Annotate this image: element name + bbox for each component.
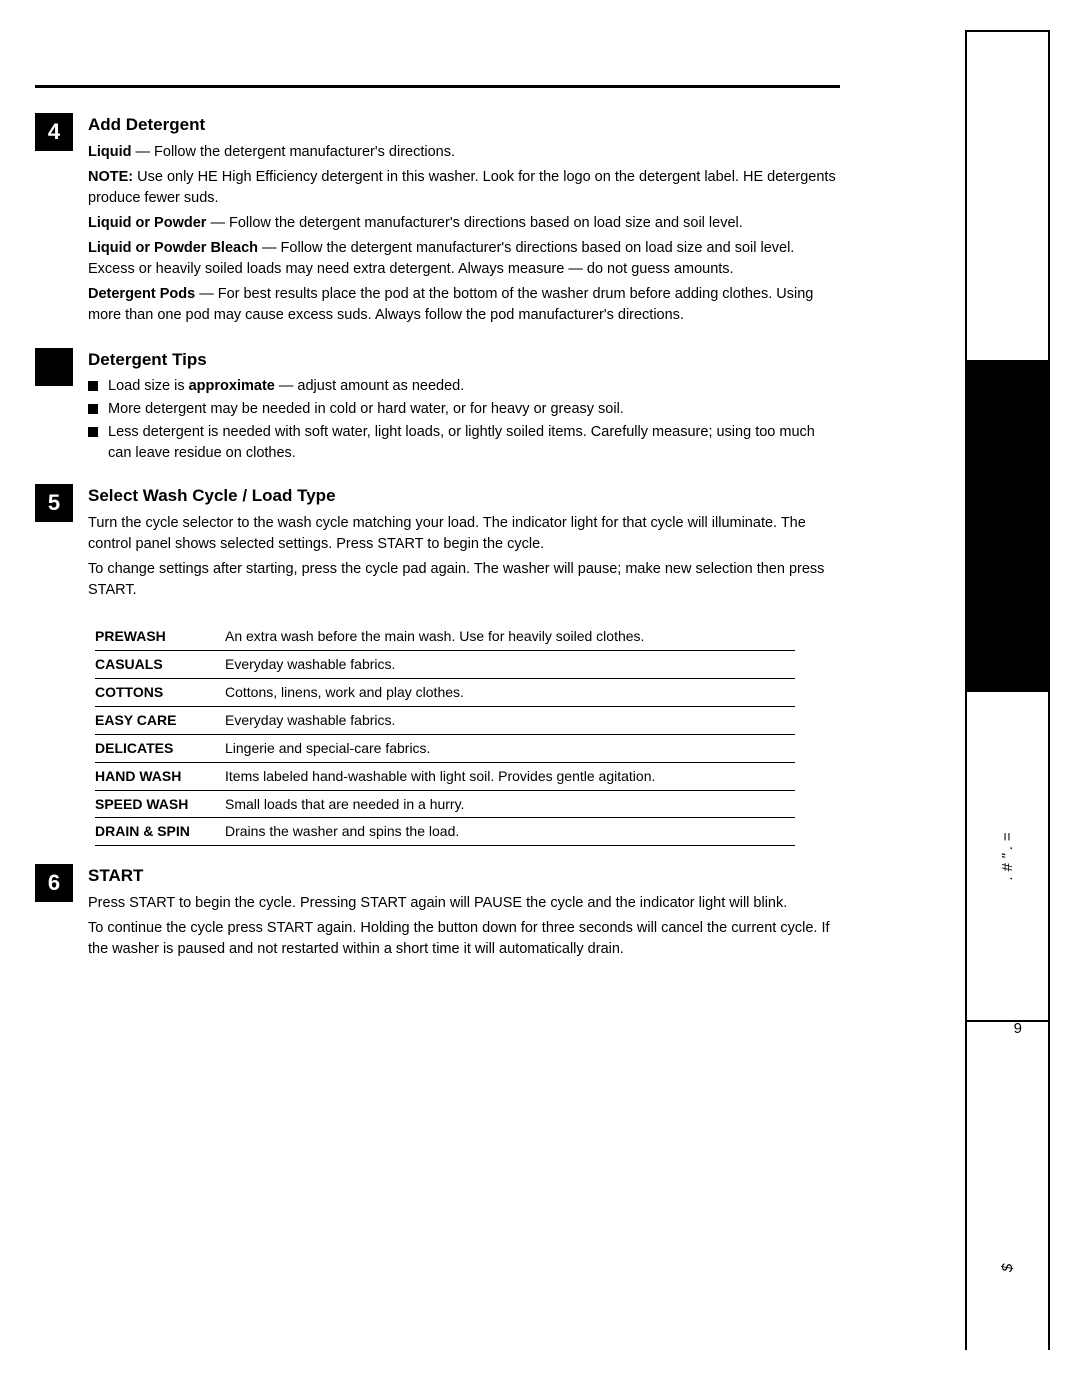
sidebar-tab-4: $	[967, 1186, 1048, 1350]
bullet-row: Load size is approximate — adjust amount…	[88, 376, 840, 397]
bullet-text: More detergent may be needed in cold or …	[108, 399, 624, 420]
cycle-row: CASUALSEveryday washable fabrics.	[95, 651, 795, 679]
top-rule	[35, 85, 840, 88]
paragraph-text: Press START to begin the cycle. Pressing…	[88, 895, 787, 911]
sidebar-tabs: . # " . = $	[965, 30, 1050, 1350]
sidebar-tab-1	[967, 360, 1048, 690]
section-title: Add Detergent	[88, 113, 840, 138]
paragraph: Detergent Pods — For best results place …	[88, 284, 840, 326]
bold-prefix: Detergent Pods	[88, 286, 199, 302]
page-number: 9	[1014, 1020, 1022, 1037]
paragraph-text: To change settings after starting, press…	[88, 561, 824, 598]
sidebar-tab-0	[967, 30, 1048, 360]
cycle-row: DRAIN & SPINDrains the washer and spins …	[95, 818, 795, 846]
paragraph-text: Turn the cycle selector to the wash cycl…	[88, 515, 806, 552]
paragraph: Liquid — Follow the detergent manufactur…	[88, 142, 840, 163]
bullet-text: Less detergent is needed with soft water…	[108, 422, 840, 464]
bold-prefix: Liquid or Powder Bleach	[88, 240, 262, 256]
note-text: Use only HE High Efficiency detergent in…	[88, 169, 836, 206]
cycle-desc: Drains the washer and spins the load.	[225, 822, 795, 841]
sidebar-tab-3	[967, 1020, 1048, 1186]
paragraph: Liquid or Powder — Follow the detergent …	[88, 213, 840, 234]
cycle-name: COTTONS	[95, 683, 225, 702]
section-3: 6 START Press START to begin the cycle. Pr…	[35, 864, 840, 964]
cycle-row: DELICATESLingerie and special-care fabri…	[95, 735, 795, 763]
cycle-name: PREWASH	[95, 627, 225, 646]
cycle-name: EASY CARE	[95, 711, 225, 730]
paragraph: To continue the cycle press START again.…	[88, 918, 840, 960]
cycle-name: DELICATES	[95, 739, 225, 758]
paragraph: To change settings after starting, press…	[88, 559, 840, 601]
section-body: START Press START to begin the cycle. Pre…	[88, 864, 840, 964]
note: NOTE: Use only HE High Efficiency deterg…	[88, 167, 840, 209]
section-title: Detergent Tips	[88, 348, 840, 373]
cycle-desc: Everyday washable fabrics.	[225, 655, 795, 674]
cycle-row: PREWASHAn extra wash before the main was…	[95, 623, 795, 651]
cycle-row: COTTONSCottons, linens, work and play cl…	[95, 679, 795, 707]
section-body: Select Wash Cycle / Load Type Turn the cy…	[88, 484, 840, 605]
bullet-square-icon	[88, 404, 98, 414]
section-body: Detergent Tips Load size is approximate —…	[88, 348, 840, 467]
cycle-row: EASY CAREEveryday washable fabrics.	[95, 707, 795, 735]
section-title: Select Wash Cycle / Load Type	[88, 484, 840, 509]
cycle-row: SPEED WASHSmall loads that are needed in…	[95, 791, 795, 819]
cycle-name: HAND WASH	[95, 767, 225, 786]
bullet-row: More detergent may be needed in cold or …	[88, 399, 840, 420]
paragraph: Liquid or Powder Bleach — Follow the det…	[88, 238, 840, 280]
paragraph-text: — Follow the detergent manufacturer's di…	[136, 144, 456, 160]
cycle-desc: An extra wash before the main wash. Use …	[225, 627, 795, 646]
section-0: 4 Add Detergent Liquid — Follow the deterg…	[35, 113, 840, 330]
note-label: NOTE:	[88, 169, 137, 185]
cycle-table: PREWASHAn extra wash before the main was…	[95, 623, 795, 846]
step-number-box	[35, 348, 73, 386]
cycle-name: CASUALS	[95, 655, 225, 674]
paragraph: Press START to begin the cycle. Pressing…	[88, 893, 840, 914]
section-body: Add Detergent Liquid — Follow the deterge…	[88, 113, 840, 330]
page-content: 4 Add Detergent Liquid — Follow the deterg…	[35, 85, 840, 982]
step-number-box: 6	[35, 864, 73, 902]
sidebar-tab-2: . # " . =	[967, 690, 1048, 1020]
bullet-row: Less detergent is needed with soft water…	[88, 422, 840, 464]
paragraph-text: — Follow the detergent manufacturer's di…	[210, 215, 742, 231]
cycle-desc: Everyday washable fabrics.	[225, 711, 795, 730]
cycle-desc: Cottons, linens, work and play clothes.	[225, 683, 795, 702]
section-2: 5 Select Wash Cycle / Load Type Turn the c…	[35, 484, 840, 605]
cycle-desc: Items labeled hand-washable with light s…	[225, 767, 795, 786]
paragraph: Turn the cycle selector to the wash cycl…	[88, 513, 840, 555]
section-title: START	[88, 864, 840, 889]
bullet-square-icon	[88, 381, 98, 391]
cycle-name: SPEED WASH	[95, 795, 225, 814]
cycle-desc: Small loads that are needed in a hurry.	[225, 795, 795, 814]
step-number-box: 4	[35, 113, 73, 151]
cycle-name: DRAIN & SPIN	[95, 822, 225, 841]
step-number-box: 5	[35, 484, 73, 522]
paragraph-text: To continue the cycle press START again.…	[88, 920, 830, 957]
bullet-square-icon	[88, 427, 98, 437]
bold-prefix: Liquid	[88, 144, 136, 160]
section-1: Detergent Tips Load size is approximate —…	[35, 348, 840, 467]
cycle-desc: Lingerie and special-care fabrics.	[225, 739, 795, 758]
bold-prefix: Liquid or Powder	[88, 215, 210, 231]
sections-host: 4 Add Detergent Liquid — Follow the deterg…	[35, 113, 840, 964]
cycle-row: HAND WASHItems labeled hand-washable wit…	[95, 763, 795, 791]
bullet-text: Load size is approximate — adjust amount…	[108, 376, 464, 397]
